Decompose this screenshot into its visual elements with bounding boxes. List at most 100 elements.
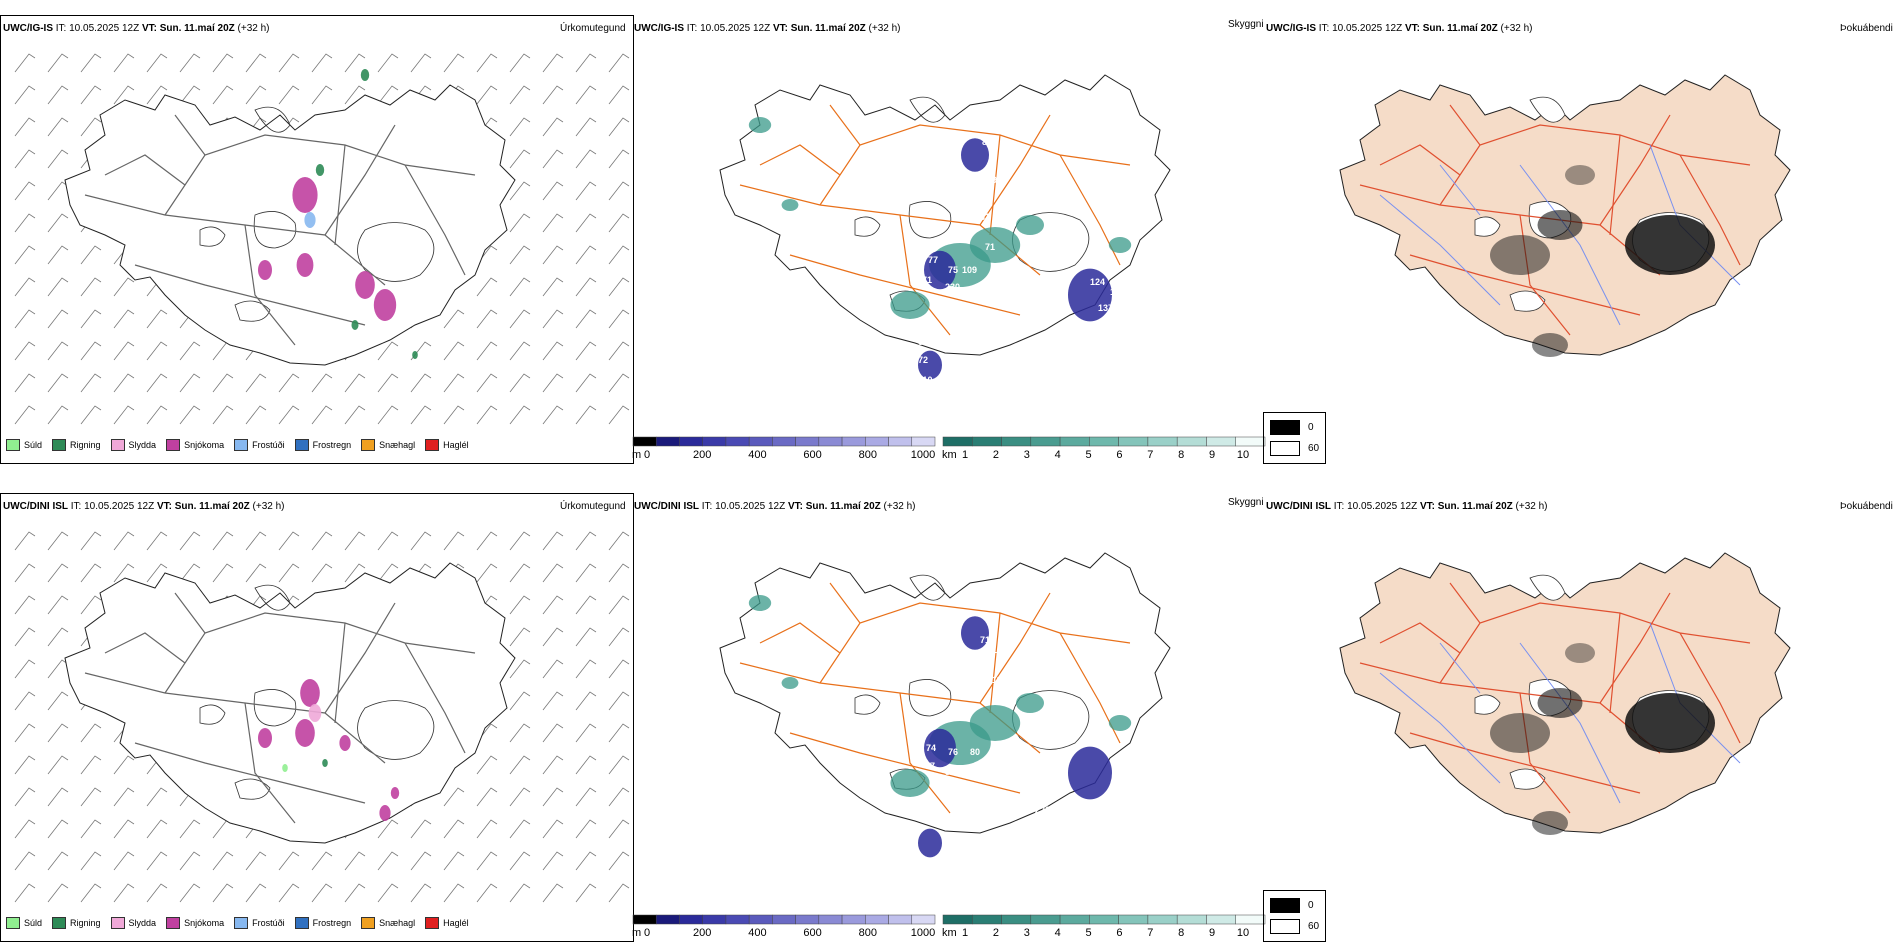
precip-legend-item: Snjókoma — [166, 917, 224, 929]
legend-label: Súld — [24, 918, 43, 928]
map-precip-1 — [14, 53, 630, 425]
fog-legend: 0 60 — [1263, 890, 1327, 942]
colorbar-tick: 0 — [643, 449, 651, 461]
ceiling-value-label: 207 — [962, 813, 977, 823]
ceiling-value-label: 124 — [1090, 277, 1105, 287]
legend-label: Haglél — [443, 918, 469, 928]
precip-legend-item: Frostregn — [294, 917, 351, 929]
precip-legend-item: Snjókoma — [166, 439, 224, 451]
colorbar-tick: 600 — [803, 927, 822, 939]
colorbar-tick: 1000 — [910, 927, 936, 939]
fog-title: Þokuábendi — [1840, 501, 1893, 512]
ceiling-value-label: 106 — [1060, 805, 1075, 815]
precip-legend-item: Rigning — [52, 917, 101, 929]
colorbar-tick: 9 — [1209, 927, 1216, 939]
colorbar-tick: 3 — [1023, 927, 1030, 939]
legend-swatch — [6, 917, 20, 929]
legend-swatch — [361, 439, 376, 451]
ceiling-value-label: 137 — [1098, 303, 1113, 313]
fog-header: UWC/DINI ISL IT: 10.05.2025 12Z VT: Sun.… — [1266, 501, 1548, 512]
precip-title: Úrkomutegund — [560, 501, 626, 512]
legend-swatch — [294, 439, 309, 451]
ceiling-value-label: 72 — [918, 355, 928, 365]
precip-legend-item: Snæhagl — [361, 439, 415, 451]
model-name: UWC/DINI ISL — [3, 501, 68, 512]
colorbar-tick: 400 — [748, 449, 767, 461]
precip-legend-item: Snæhagl — [361, 917, 415, 929]
ceiling-value-label: 74 — [926, 743, 936, 753]
colorbar-tick: 1000 — [910, 449, 936, 461]
legend-label: Slydda — [128, 440, 157, 450]
legend-label: Frostregn — [312, 440, 352, 450]
colorbar-unit: m — [632, 449, 642, 461]
legend-swatch — [6, 439, 20, 451]
precip-legend-item: Haglél — [425, 439, 469, 451]
ceiling-value-label: 196 — [1045, 785, 1060, 795]
legend-swatch — [294, 917, 309, 929]
row-2: UWC/DINI ISL IT: 10.05.2025 12Z VT: Sun.… — [0, 478, 1900, 950]
ceiling-value-label: 80 — [970, 747, 980, 757]
colorbar-tick: 200 — [693, 449, 712, 461]
colorbar-tick: 7 — [1147, 449, 1154, 461]
colorbar-tick: 8 — [1178, 927, 1185, 939]
colorbar-tick: 400 — [748, 927, 767, 939]
colorbar-tick: 1 — [961, 449, 969, 461]
precip-legend-item: Súld — [6, 439, 42, 451]
colorbar-unit: km — [942, 449, 957, 461]
ceiling-value-label: 86 — [982, 137, 992, 147]
colorbar-unit: m — [632, 927, 642, 939]
legend-swatch — [110, 439, 125, 451]
colorbar-tick: 200 — [693, 927, 712, 939]
legend-label: Rigning — [70, 918, 101, 928]
colorbar-tick: 0 — [643, 927, 651, 939]
ceiling-value-label: 71 — [980, 635, 990, 645]
colorbar-tick: 9 — [1209, 449, 1216, 461]
legend-swatch — [234, 917, 249, 929]
ceiling-value-label: 71 — [922, 275, 932, 285]
precip-title: Úrkomutegund — [560, 23, 626, 34]
legend-swatch — [52, 917, 67, 929]
ceiling-title: Skyggni — [1228, 19, 1264, 30]
colorbar-tick: 1 — [961, 927, 969, 939]
ceiling-header: UWC/DINI ISL IT: 10.05.2025 12Z VT: Sun.… — [634, 501, 916, 512]
map-fog-1 — [1339, 74, 1791, 357]
colorbar-tick: 2 — [992, 449, 999, 461]
ceiling-value-label: 77 — [928, 255, 938, 265]
colorbar-tick: 600 — [803, 449, 822, 461]
ceiling-value-label: 230 — [945, 282, 960, 292]
colorbar-tick: 8 — [1178, 449, 1185, 461]
ceiling-value-label: 106 — [992, 645, 1007, 655]
legend-swatch — [234, 439, 249, 451]
colorbar-tick: 800 — [858, 449, 877, 461]
ceiling-value-label: 120 — [1110, 287, 1125, 297]
ceiling-value-label: 82 — [945, 767, 955, 777]
precip-legend-item: Frostregn — [294, 439, 352, 451]
precip-legend-item: Súld — [6, 917, 42, 929]
ceiling-value-label: 105 — [944, 855, 959, 865]
legend-label: Haglél — [443, 440, 469, 450]
ceiling-value-label: 60 — [958, 385, 968, 395]
ceiling-value-label: 221 — [1035, 805, 1050, 815]
precip-legend-item: Haglél — [425, 917, 469, 929]
colorbar-tick: 7 — [1147, 927, 1154, 939]
legend-label: Snjókoma — [184, 918, 225, 928]
ceiling-value-label: 87 — [965, 875, 975, 885]
legend-label: Snæhagl — [379, 918, 416, 928]
colorbar-tick: 10 — [1236, 927, 1250, 939]
ceiling-header: UWC/IG-IS IT: 10.05.2025 12Z VT: Sun. 11… — [634, 23, 901, 34]
ceiling-value-label: 68 — [918, 337, 928, 347]
colorbar-tick: 5 — [1085, 449, 1092, 461]
ceiling-value-label: 110 — [918, 375, 933, 385]
legend-swatch — [425, 917, 440, 929]
ceiling-value-label: 109 — [962, 265, 977, 275]
ceiling-value-label: 66 — [1050, 825, 1060, 835]
legend-label: Slydda — [128, 918, 157, 928]
ceiling-value-label: 67 — [925, 761, 935, 771]
precip-legend-item: Frostúði — [234, 917, 285, 929]
ceiling-value-label: 123 — [1020, 753, 1035, 763]
ceiling-value-label: 67 — [940, 875, 950, 885]
colorbar-unit: km — [942, 927, 957, 939]
map-precip-2 — [14, 531, 630, 903]
